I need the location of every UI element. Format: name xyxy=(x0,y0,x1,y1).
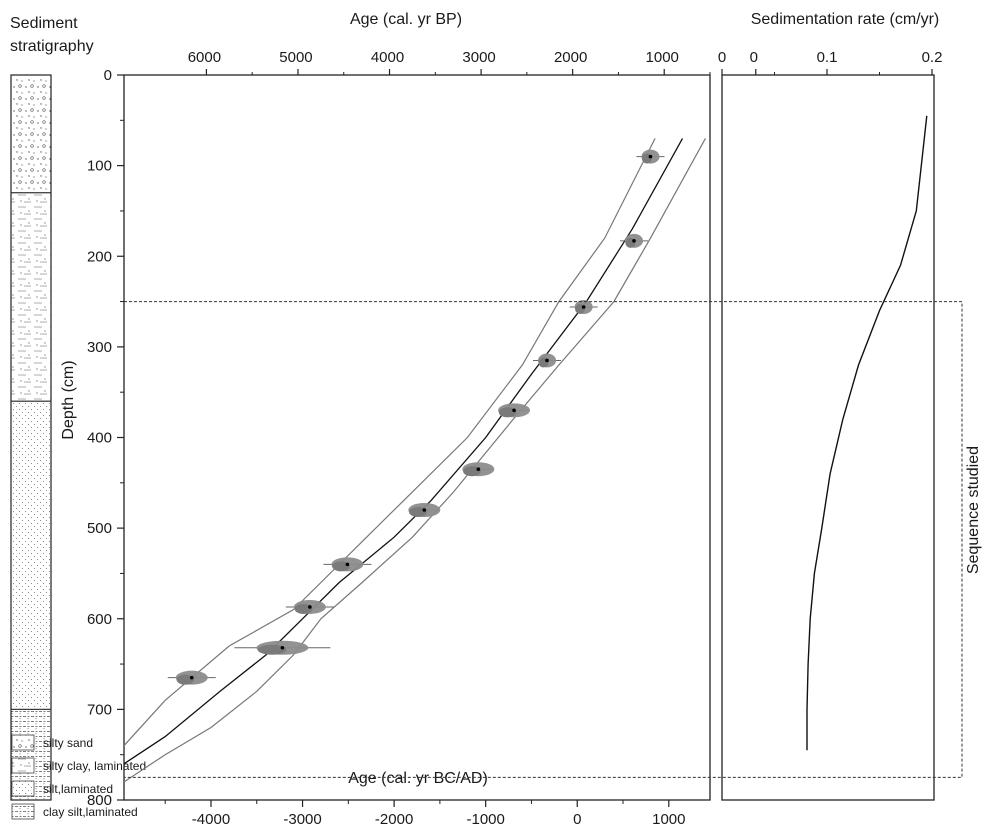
age-tick-label: -1000 xyxy=(466,811,504,824)
sample-probability-core xyxy=(409,507,427,517)
sample-median-point xyxy=(581,305,586,309)
age-tick-label: 1000 xyxy=(652,811,685,824)
dated-sample xyxy=(323,557,372,572)
bp-tick-label: 5000 xyxy=(279,49,312,66)
legend-label: silty clay, laminated xyxy=(43,759,146,773)
depth-tick-label: 600 xyxy=(87,611,112,628)
sample-median-point xyxy=(545,358,549,363)
sample-median-point xyxy=(189,675,194,680)
depth-tick-label: 800 xyxy=(87,792,112,809)
legend-swatch xyxy=(11,734,35,751)
strat-legend: silty sand silty clay, laminated silt,lami… xyxy=(11,734,146,820)
sed-rate-frame xyxy=(721,74,935,801)
bp-tick-label: 6000 xyxy=(188,49,221,66)
dated-samples xyxy=(167,149,665,685)
age-tick-label: -2000 xyxy=(375,811,413,824)
dated-sample xyxy=(462,462,495,477)
sample-median-point xyxy=(280,645,285,650)
depth-tick-label: 500 xyxy=(87,520,112,537)
dated-sample xyxy=(569,300,598,314)
legend-label: silt,laminated xyxy=(43,782,113,796)
depth-tick-label: 700 xyxy=(87,701,112,718)
sample-median-point xyxy=(632,239,636,243)
sample-median-point xyxy=(308,605,312,609)
strat-title-line1: Sediment xyxy=(10,15,78,32)
confidence-bound-line xyxy=(123,138,656,747)
age-tick-label: 0 xyxy=(573,811,581,824)
sample-median-point xyxy=(512,408,516,413)
legend-swatch xyxy=(11,757,35,774)
sample-probability-core xyxy=(257,644,287,655)
sequence-box xyxy=(124,301,963,778)
strat-outline xyxy=(10,74,52,801)
sample-median-point xyxy=(422,508,427,512)
age-model-line xyxy=(123,138,684,765)
rate-tick-label: 0 xyxy=(718,49,726,66)
sample-probability-core xyxy=(463,466,481,477)
age-depth-axes: 0 100 200 300 400 500 600 700 800 6000 5000 4000 300… xyxy=(87,49,758,824)
age-depth-frame xyxy=(123,74,711,801)
depth-tick-label: 0 xyxy=(104,67,112,84)
dated-sample xyxy=(234,640,331,655)
sed-rate-line xyxy=(806,115,928,751)
sequence-label: Sequence studied xyxy=(965,446,982,574)
sample-probability-core xyxy=(332,561,350,572)
legend-swatch xyxy=(11,803,35,820)
dated-sample xyxy=(408,503,441,517)
depth-tick-label: 300 xyxy=(87,339,112,356)
top-axis-label: Age (cal. yr BP) xyxy=(350,11,462,28)
age-tick-label: -3000 xyxy=(283,811,321,824)
age-tick-label: -4000 xyxy=(192,811,230,824)
strat-title-line2: stratigraphy xyxy=(10,38,94,55)
y-axis-label: Depth (cm) xyxy=(60,360,77,439)
sed-rate-series xyxy=(806,115,928,751)
sed-rate-axes: 0 0.1 0.2 xyxy=(718,49,943,75)
sample-probability-core xyxy=(498,407,517,418)
legend-label: clay silt,laminated xyxy=(43,805,138,819)
depth-tick-label: 200 xyxy=(87,248,112,265)
bp-tick-label: 3000 xyxy=(462,49,495,66)
sample-median-point xyxy=(476,467,481,472)
rate-tick-label: 0.2 xyxy=(922,49,943,66)
strat-layer xyxy=(10,74,52,194)
strat-layer xyxy=(10,192,52,402)
confidence-bound-line xyxy=(123,138,706,783)
depth-tick-label: 400 xyxy=(87,430,112,447)
sample-probability-core xyxy=(294,603,313,614)
bp-tick-label: 0 xyxy=(750,49,758,66)
sample-median-point xyxy=(345,562,350,567)
sample-probability-core xyxy=(176,674,195,685)
rate-tick-label: 0.1 xyxy=(817,49,838,66)
legend-swatch xyxy=(11,780,35,797)
x-axis-label: Age (cal. yr BC/AD) xyxy=(348,770,488,787)
dated-sample xyxy=(620,233,649,248)
sequence-boundary xyxy=(124,301,963,778)
dated-sample xyxy=(167,670,216,685)
bp-tick-label: 1000 xyxy=(646,49,679,66)
dated-sample xyxy=(498,403,531,418)
sample-median-point xyxy=(648,154,653,159)
dated-sample xyxy=(285,599,334,614)
bp-tick-label: 2000 xyxy=(554,49,587,66)
sed-rate-title: Sedimentation rate (cm/yr) xyxy=(751,11,940,28)
bp-tick-label: 4000 xyxy=(371,49,404,66)
depth-tick-label: 100 xyxy=(87,158,112,175)
strat-layer xyxy=(10,400,52,710)
age-depth-series xyxy=(123,138,706,783)
dated-sample xyxy=(533,353,562,368)
legend-label: silty sand xyxy=(43,736,93,750)
strat-column xyxy=(10,74,52,801)
dated-sample xyxy=(636,149,665,164)
